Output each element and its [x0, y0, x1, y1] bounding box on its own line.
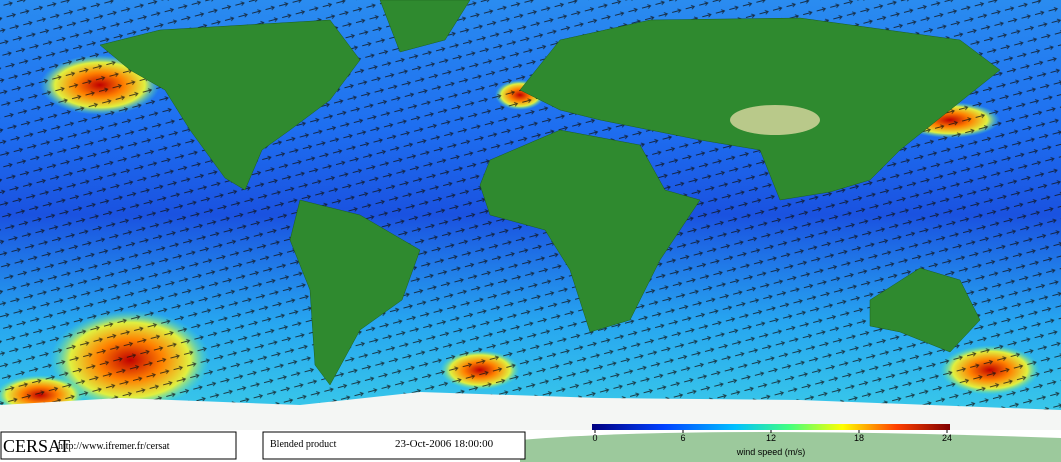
timestamp: 23-Oct-2006 18:00:00: [395, 438, 494, 450]
colorbar-tick-label: 0: [592, 433, 597, 443]
logo: CERSAT: [3, 436, 70, 456]
colorbar-tick-label: 12: [766, 433, 776, 443]
logo-box: [0, 431, 237, 460]
info-box: [262, 431, 526, 460]
colorbar-tick-label: 6: [680, 433, 685, 443]
colorbar: [592, 424, 950, 430]
colorbar-tick-label: 24: [942, 433, 952, 443]
product: Blended product: [270, 439, 337, 450]
colorbar-tick-label: 18: [854, 433, 864, 443]
url: http://www.ifremer.fr/cersat: [58, 441, 170, 452]
colorbar-label: wind speed (m/s): [736, 447, 806, 457]
